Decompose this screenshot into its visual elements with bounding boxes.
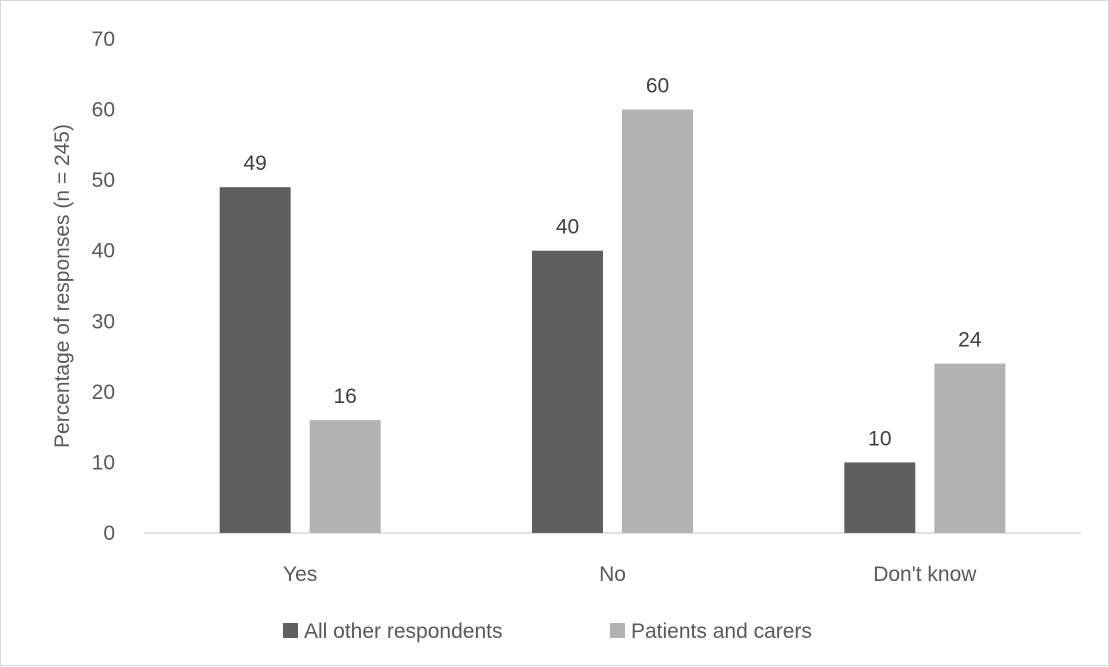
bar <box>532 250 603 533</box>
bar <box>934 363 1006 533</box>
legend-label: Patients and carers <box>631 620 812 643</box>
y-tick-label: 70 <box>92 28 115 51</box>
bar <box>622 109 693 534</box>
data-labels: 49 16 40 60 10 24 <box>243 75 981 451</box>
data-label: 16 <box>333 385 356 408</box>
x-category-label: Yes <box>283 563 317 586</box>
bar <box>309 420 381 533</box>
data-label: 60 <box>646 75 669 98</box>
bar <box>219 187 291 533</box>
y-tick-label: 60 <box>92 99 115 122</box>
legend: All other respondents Patients and carers <box>283 620 812 643</box>
category-labels: Yes No Don't know <box>283 563 977 586</box>
data-label: 10 <box>868 427 891 450</box>
bars <box>219 109 1006 534</box>
y-axis-title-group: Percentage of responses (n = 245) <box>51 124 74 448</box>
legend-label: All other respondents <box>304 620 502 643</box>
data-label: 24 <box>958 329 982 352</box>
legend-swatch <box>283 623 298 638</box>
y-axis-ticks: 0 10 20 30 40 50 60 70 <box>92 28 115 545</box>
y-tick-label: 30 <box>92 310 115 333</box>
legend-swatch <box>610 623 625 638</box>
y-tick-label: 50 <box>92 169 115 192</box>
x-category-label: No <box>599 563 626 586</box>
y-tick-label: 0 <box>103 522 115 545</box>
y-tick-label: 40 <box>92 240 115 263</box>
data-label: 49 <box>243 152 266 175</box>
y-tick-label: 10 <box>92 451 115 474</box>
x-category-label: Don't know <box>873 563 977 586</box>
y-tick-label: 20 <box>92 381 115 404</box>
bar <box>844 462 916 533</box>
y-axis-title: Percentage of responses (n = 245) <box>51 124 74 448</box>
data-label: 40 <box>556 216 579 239</box>
